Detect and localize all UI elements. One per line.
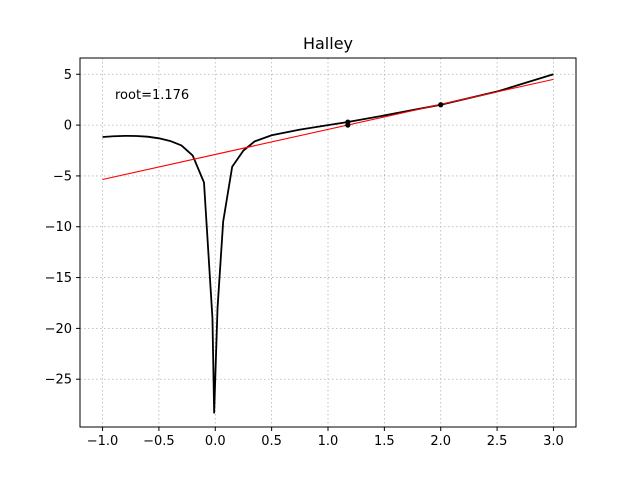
marker-layer bbox=[345, 102, 444, 128]
x-tick-label: 1.0 bbox=[318, 434, 339, 449]
x-tick-label: −0.5 bbox=[143, 434, 175, 449]
grid bbox=[80, 58, 576, 427]
y-tick-label: −10 bbox=[45, 220, 72, 235]
x-tick-label: 1.5 bbox=[374, 434, 395, 449]
x-tick-label: 3.0 bbox=[543, 434, 564, 449]
iteration-point bbox=[345, 122, 351, 128]
x-tick-label: 2.5 bbox=[487, 434, 508, 449]
root-annotation: root=1.176 bbox=[115, 88, 189, 103]
y-tick-label: −20 bbox=[45, 322, 72, 337]
y-tick-label: −5 bbox=[53, 169, 72, 184]
ticks: −1.0 −0.5 0.0 0.5 1.0 1.5 2.0 2.5 3.0 5 0 −5 −10 −15 −… bbox=[45, 68, 564, 449]
iteration-point bbox=[438, 102, 444, 108]
y-tick-label: 5 bbox=[64, 68, 72, 83]
x-tick-label: 0.0 bbox=[205, 434, 226, 449]
chart-title: Halley bbox=[303, 34, 353, 53]
y-tick-label: −15 bbox=[45, 271, 72, 286]
tangent-line bbox=[102, 78, 554, 181]
y-tick-label: −25 bbox=[45, 373, 72, 388]
x-tick-label: 0.5 bbox=[261, 434, 282, 449]
y-tick-label: 0 bbox=[64, 119, 72, 134]
x-tick-label: 2.0 bbox=[430, 434, 451, 449]
x-tick-label: −1.0 bbox=[87, 434, 119, 449]
